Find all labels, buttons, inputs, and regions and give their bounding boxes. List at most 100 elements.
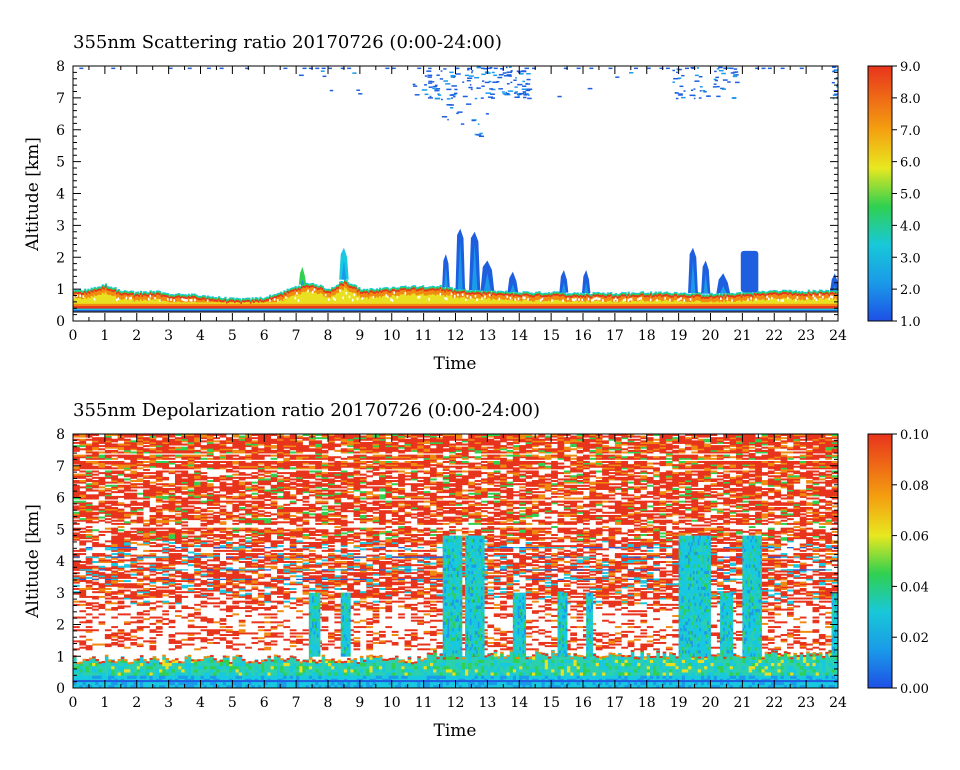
heatmap-cell (804, 292, 807, 295)
heatmap-cell (622, 299, 626, 302)
heatmap-cell (181, 294, 184, 297)
heatmap-cell (425, 303, 428, 307)
heatmap-cell (458, 303, 461, 307)
heatmap-cell (383, 295, 386, 304)
heatmap-cell (496, 305, 500, 309)
heatmap-cell (312, 308, 315, 310)
heatmap-cell (232, 298, 235, 300)
heatmap-cell (305, 290, 308, 304)
cloud-speck (723, 67, 728, 70)
heatmap-cell (567, 301, 570, 304)
heatmap-cell (484, 297, 487, 304)
heatmap-cell (823, 291, 826, 294)
cloud-speck (448, 104, 454, 106)
heatmap-cell (626, 294, 629, 297)
heatmap-cell (230, 301, 233, 303)
heatmap-cell (742, 295, 745, 301)
heatmap-cell (587, 300, 590, 304)
heatmap-cell (200, 308, 203, 310)
heatmap-cell (264, 305, 267, 309)
heatmap-cell (559, 294, 562, 297)
heatmap-cell (737, 308, 740, 310)
heatmap-cell (802, 291, 806, 294)
heatmap-cell (794, 305, 798, 309)
heatmap-cell (634, 296, 637, 302)
heatmap-cell (457, 296, 460, 304)
heatmap-cell (415, 287, 418, 289)
heatmap-cell (578, 308, 581, 310)
heatmap-cell (583, 293, 586, 296)
heatmap-cell (683, 305, 686, 309)
heatmap-cell (649, 292, 653, 294)
heatmap-cell (581, 298, 584, 302)
heatmap-cell (543, 293, 546, 296)
cloud-speck (443, 80, 448, 82)
heatmap-cell (535, 303, 538, 307)
heatmap-cell (219, 301, 222, 304)
heatmap-cell (332, 289, 335, 292)
heatmap-cell (482, 297, 485, 304)
heatmap-cell (530, 300, 533, 304)
heatmap-cell (396, 288, 399, 290)
heatmap-cell (463, 305, 466, 309)
heatmap-cell (254, 297, 257, 300)
heatmap-cell (817, 294, 820, 300)
heatmap-cell (616, 296, 619, 299)
heatmap-cell (331, 305, 334, 309)
heatmap-cell (321, 293, 324, 304)
heatmap-cell (517, 308, 520, 310)
cloud-speck (429, 95, 432, 98)
heatmap-cell (288, 297, 291, 304)
heatmap-cell (213, 301, 216, 304)
heatmap-cell (667, 293, 670, 295)
heatmap-cell (602, 299, 605, 302)
heatmap-cell (109, 303, 112, 307)
heatmap-cell (316, 289, 320, 295)
heatmap-cell (417, 308, 420, 310)
heatmap-cell (111, 291, 114, 296)
heatmap-cell (93, 290, 96, 296)
heatmap-cell (284, 291, 288, 294)
heatmap-cell (549, 294, 552, 298)
heatmap-cell (608, 305, 611, 309)
heatmap-cell (539, 308, 543, 310)
heatmap-cell (350, 291, 353, 304)
heatmap-cell (103, 287, 106, 290)
heatmap-cell (675, 305, 678, 309)
heatmap-cell (203, 295, 206, 298)
heatmap-cell (315, 308, 318, 310)
heatmap-cell (817, 291, 820, 293)
heatmap-cell (694, 308, 697, 310)
cloud-speck (677, 94, 683, 96)
heatmap-cell (809, 299, 812, 304)
heatmap-cell (450, 287, 453, 289)
heatmap-cell (718, 305, 721, 309)
heatmap-cell (627, 303, 630, 307)
heatmap-cell (272, 305, 275, 309)
heatmap-cell (238, 298, 241, 300)
heatmap-cell (524, 299, 527, 304)
heatmap-cell (532, 301, 535, 304)
heatmap-cell (206, 297, 210, 300)
heatmap-cell (299, 286, 302, 288)
heatmap-cell (806, 308, 809, 310)
heatmap-cell (737, 296, 740, 301)
heatmap-cell (108, 308, 111, 310)
heatmap-cell (708, 305, 712, 309)
heatmap-cell (155, 305, 159, 309)
heatmap-cell (611, 297, 614, 303)
heatmap-cell (197, 303, 200, 307)
heatmap-cell (565, 294, 568, 297)
heatmap-cell (689, 294, 692, 296)
heatmap-cell (262, 300, 265, 303)
heatmap-cell (291, 289, 294, 292)
cloud-speck (838, 68, 842, 70)
heatmap-cell (171, 294, 175, 297)
heatmap-cell (597, 292, 600, 295)
heatmap-cell (383, 287, 386, 290)
heatmap-cell (662, 308, 665, 310)
heatmap-cell (203, 301, 206, 304)
heatmap-cell (275, 308, 278, 310)
heatmap-cell (160, 293, 163, 296)
heatmap-cell (559, 305, 562, 309)
